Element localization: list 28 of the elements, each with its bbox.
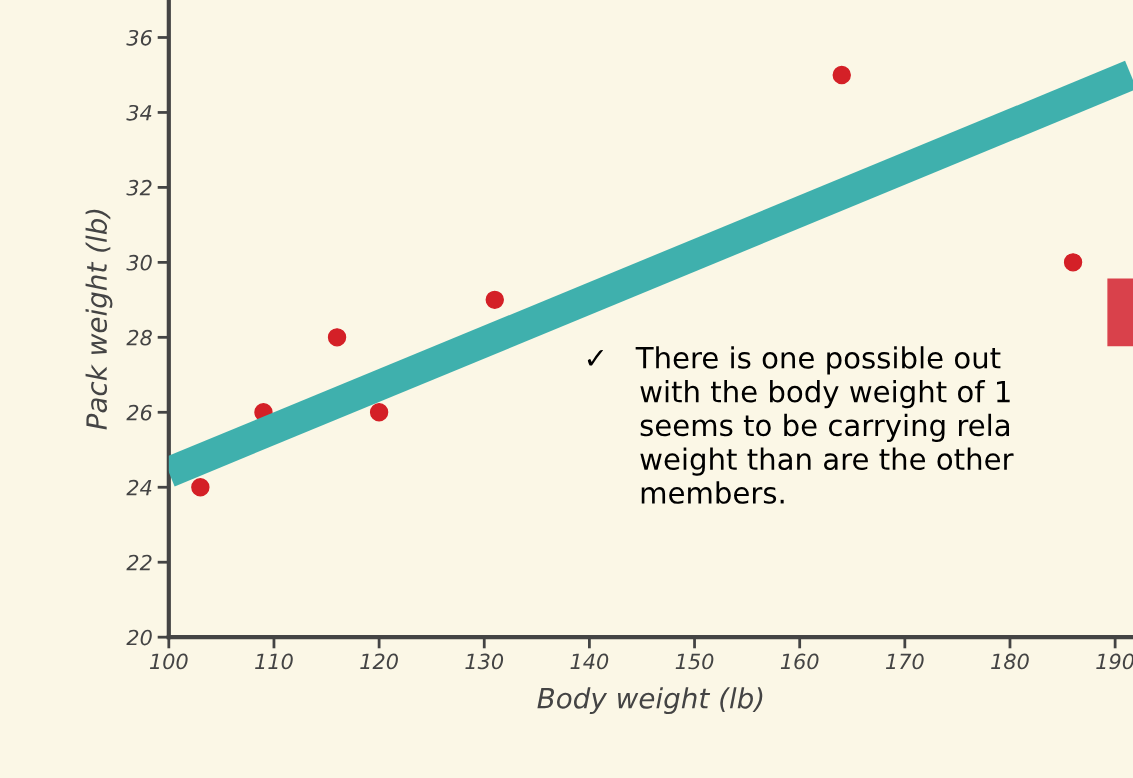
y-tick-label: 32 xyxy=(126,179,152,196)
x-tick-label: 130 xyxy=(465,653,504,670)
x-tick-label: 140 xyxy=(570,653,609,670)
y-tick-label: 28 xyxy=(126,329,152,346)
x-tick-label: 160 xyxy=(780,653,819,670)
point xyxy=(191,478,210,497)
x-tick-label: 180 xyxy=(991,653,1029,670)
y-tick-label: 34 xyxy=(126,104,152,121)
y-tick-label: 20 xyxy=(126,629,152,646)
y-tick-label: 30 xyxy=(126,254,152,271)
point xyxy=(1063,253,1083,272)
y-tick-label: 36 xyxy=(126,29,152,46)
y-tick-label: 24 xyxy=(126,479,152,496)
x-tick-label: 110 xyxy=(255,653,293,670)
y-tick-label: 22 xyxy=(126,554,152,571)
point xyxy=(832,65,851,85)
x-tick-label: 150 xyxy=(675,653,714,670)
y-axis-title: Pack weight (lb) xyxy=(85,209,113,430)
x-tick-label: 120 xyxy=(360,653,398,670)
annotation: ✓ There is one possible out with the body weight of 1 seems to be carrying rela weight than are the other members. xyxy=(587,346,1014,504)
point xyxy=(369,403,389,422)
x-tick-label: 190 xyxy=(1096,653,1133,670)
point xyxy=(485,290,504,310)
y-tick-label: 26 xyxy=(126,404,152,421)
x-axis-title: Body weight (lb) xyxy=(537,687,763,715)
x-tick-label: 170 xyxy=(885,653,924,670)
x-tick-label: 100 xyxy=(149,653,188,670)
point xyxy=(327,328,347,347)
